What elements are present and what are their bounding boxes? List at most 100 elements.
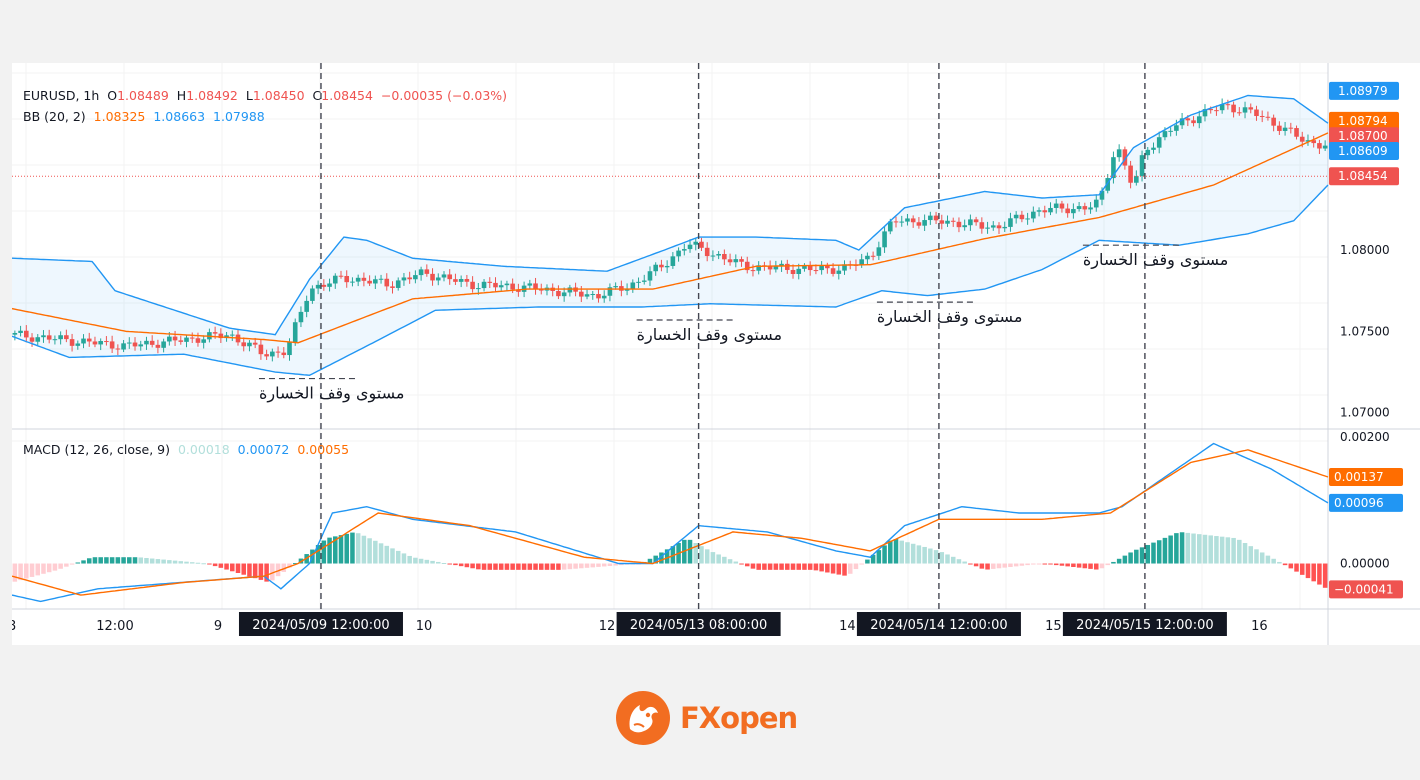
candle-up [716, 254, 721, 256]
chart-panel[interactable]: مستوى وقف الخسارة مستوى وقف الخسارة مستوى … [12, 63, 1420, 645]
macd-hist-bar [1294, 563, 1299, 572]
time-highlight-box [1062, 612, 1227, 636]
macd-hist-bar [704, 549, 710, 564]
candle-up [138, 344, 144, 347]
macd-tag-box [1329, 580, 1403, 599]
macd-hist-bar [853, 563, 859, 570]
macd-hist-bar [1191, 533, 1196, 564]
macd-hist-bar [521, 563, 527, 570]
candle-down [92, 341, 98, 345]
macd-hist-bar [539, 563, 544, 570]
open-label: O [107, 88, 118, 103]
candle-up [882, 231, 887, 248]
macd-hist-bar [882, 545, 887, 564]
candle-down [46, 335, 52, 340]
macd-hist-bar [12, 563, 18, 582]
candle-up [18, 330, 23, 333]
macd-hist-bar [1317, 563, 1322, 585]
macd-hist-bar [830, 563, 836, 574]
candle-down [1065, 208, 1070, 214]
candle-down [996, 225, 1002, 229]
macd-axis-tick: 0.00200 [1340, 430, 1390, 444]
macd-hist-bar [1145, 544, 1151, 564]
candle-up [1156, 137, 1162, 148]
candle-down [321, 284, 327, 287]
macd-hist-bar [945, 554, 950, 564]
macd-hist-bar [1162, 537, 1168, 564]
candle-up [1105, 178, 1111, 191]
macd-hist-bar [601, 563, 607, 567]
macd-hist-bar [64, 563, 69, 567]
stop-loss-label: مستوى وقف الخسارة [259, 384, 404, 404]
macd-hist-bar [1288, 563, 1294, 569]
candle-up [476, 288, 481, 290]
candle-up [859, 259, 864, 266]
time-axis-label: 9 [214, 619, 222, 634]
candle-up [1071, 209, 1076, 214]
candle-down [281, 352, 287, 356]
macd-hist-bar [1322, 563, 1328, 588]
macd-hist-bar [235, 563, 241, 573]
macd-hist-bar [550, 563, 555, 570]
candle-up [819, 265, 824, 271]
macd-hist-bar [579, 563, 584, 569]
macd-hist-bar [950, 556, 956, 564]
macd-hist-bar [619, 563, 624, 566]
macd-hist-bar [453, 563, 458, 566]
macd-hist-bar [865, 559, 870, 564]
candle-up [836, 270, 842, 274]
candle-up [504, 283, 510, 286]
candle-down [447, 274, 453, 280]
candle-up [664, 265, 670, 268]
macd-hist-bar [98, 557, 103, 564]
candle-down [510, 283, 515, 290]
candle-up [670, 256, 676, 266]
candle-up [567, 287, 573, 293]
macd-hist-bar [836, 563, 842, 575]
time-highlight-label: 2024/05/09 12:00:00 [252, 618, 389, 633]
candle-down [807, 265, 813, 271]
macd-hist-value: 0.00018 [177, 442, 230, 457]
candle-up [1168, 130, 1173, 132]
candle-up [1134, 176, 1139, 183]
macd-hist-bar [1128, 552, 1133, 564]
macd-hist-bar [1048, 563, 1053, 565]
candle-down [1277, 125, 1282, 131]
macd-hist-bar [847, 563, 853, 574]
macd-hist-bar [573, 563, 578, 569]
price-tag-box [1329, 127, 1399, 146]
price-tag-label: 1.08700 [1338, 129, 1388, 143]
macd-hist-bar [727, 559, 733, 564]
macd-line [12, 442, 1329, 603]
macd-hist-bar [207, 563, 212, 565]
candle-down [275, 351, 281, 353]
candle-up [561, 292, 567, 297]
macd-hist-bar [1156, 540, 1162, 564]
time-highlight-label: 2024/05/15 12:00:00 [1076, 618, 1213, 633]
macd-hist-bar [819, 563, 824, 572]
candle-down [1254, 109, 1259, 117]
candle-up [641, 280, 647, 282]
candle-up [1116, 149, 1122, 158]
macd-hist-bar [973, 563, 979, 567]
candle-up [1139, 155, 1145, 177]
candle-up [1036, 210, 1042, 212]
candle-up [435, 277, 441, 281]
candle-up [481, 281, 487, 289]
bb-upper-line [12, 94, 1329, 336]
macd-hist-bar [647, 558, 653, 564]
candle-down [916, 222, 922, 226]
bb-upper-value: 1.08663 [153, 109, 206, 124]
candle-down [132, 342, 138, 347]
macd-hist-bar [81, 560, 86, 564]
trading-chart[interactable]: مستوى وقف الخسارة مستوى وقف الخسارة مستوى … [12, 63, 1420, 645]
candle-down [258, 344, 264, 355]
macd-hist-bar [413, 557, 418, 564]
macd-hist-bar [1151, 542, 1156, 564]
macd-hist-bar [785, 563, 790, 570]
candle-up [779, 263, 784, 267]
macd-hist-bar [287, 563, 292, 568]
candle-up [121, 343, 126, 350]
candle-down [149, 340, 155, 345]
macd-hist-bar [384, 545, 390, 564]
